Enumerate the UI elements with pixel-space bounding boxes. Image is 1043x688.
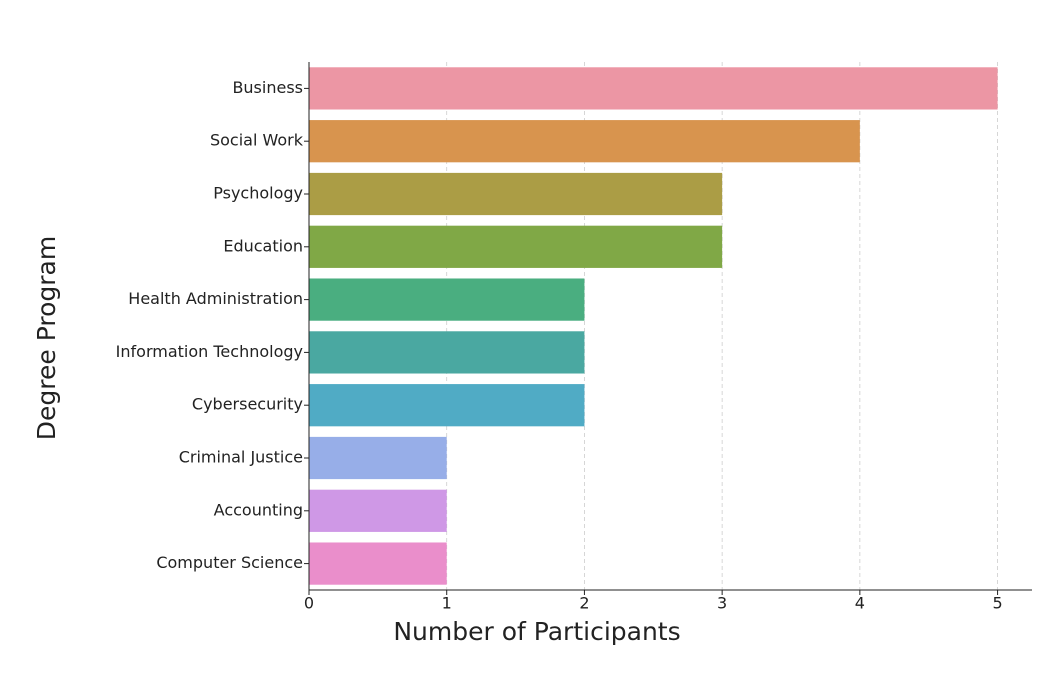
x-tick-label: 5 [992, 594, 1002, 613]
bar [309, 225, 723, 268]
y-tick-label: Criminal Justice [179, 448, 303, 467]
bar [309, 542, 447, 585]
bar [309, 489, 447, 532]
bar [309, 67, 998, 110]
bar [309, 436, 447, 480]
y-tick-label: Computer Science [156, 553, 303, 572]
y-tick-label: Health Administration [128, 289, 303, 308]
bar [309, 278, 585, 321]
y-tick-label: Psychology [213, 184, 303, 203]
bar [309, 120, 860, 163]
x-tick-label: 4 [855, 594, 865, 613]
y-tick-label: Information Technology [116, 342, 303, 361]
y-tick-label: Business [232, 78, 303, 97]
bar [309, 331, 585, 374]
x-axis-label: Number of Participants [393, 617, 680, 646]
y-tick-label: Cybersecurity [192, 395, 303, 414]
x-tick-label: 3 [717, 594, 727, 613]
y-axis-label: Degree Program [32, 236, 61, 440]
bar [309, 384, 585, 427]
y-tick-label: Accounting [214, 500, 303, 519]
y-tick-label: Education [223, 236, 303, 255]
bar [309, 172, 723, 216]
x-tick-label: 1 [442, 594, 452, 613]
x-tick-label: 2 [579, 594, 589, 613]
x-tick-label: 0 [304, 594, 314, 613]
y-tick-label: Social Work [210, 131, 304, 150]
